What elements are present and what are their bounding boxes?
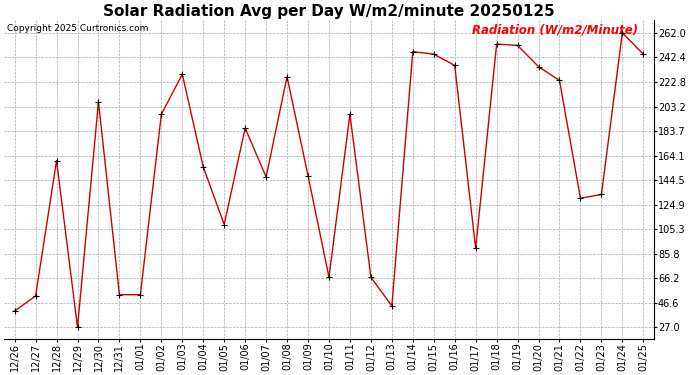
Title: Solar Radiation Avg per Day W/m2/minute 20250125: Solar Radiation Avg per Day W/m2/minute … — [103, 4, 555, 19]
Text: Copyright 2025 Curtronics.com: Copyright 2025 Curtronics.com — [8, 24, 149, 33]
Text: Radiation (W/m2/Minute): Radiation (W/m2/Minute) — [472, 24, 638, 36]
